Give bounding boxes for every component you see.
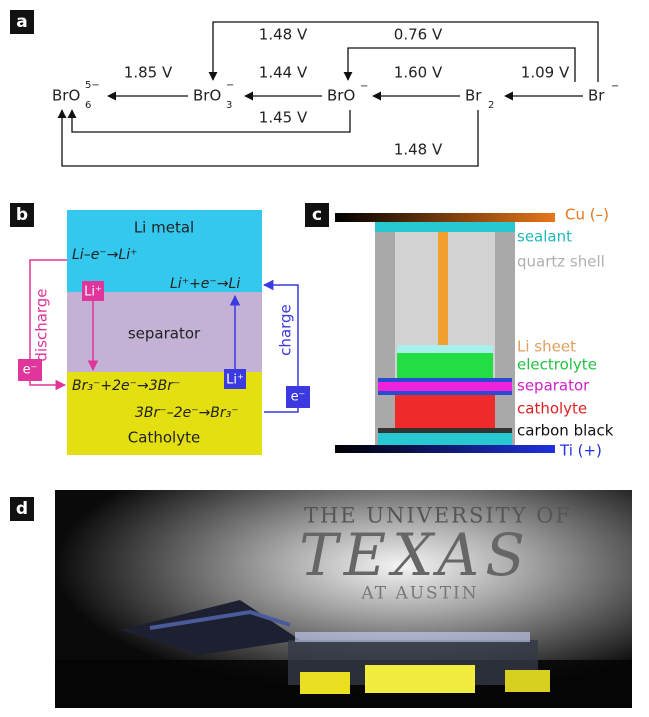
yellow-light [365, 665, 475, 693]
charge-label: charge [277, 304, 295, 356]
layer-label: Catholyte [128, 429, 200, 447]
battery-schematic: Li metal separator Catholyte Li–e⁻→Li⁺ L… [18, 210, 310, 455]
species: BrO [52, 87, 80, 105]
species: Br [465, 87, 482, 105]
potential: 1.48 V [394, 141, 443, 159]
component-label: sealant [517, 228, 572, 246]
electron-label: e⁻ [291, 390, 306, 405]
blue-glow [295, 632, 530, 642]
yellow-light [505, 670, 550, 692]
sealant [375, 222, 515, 232]
potential: 1.45 V [259, 109, 308, 127]
photo: THE UNIVERSITY OF TEXAS AT AUSTIN [55, 490, 632, 708]
potential: 1.48 V [259, 26, 308, 44]
species: Br [588, 87, 605, 105]
li-sheet [397, 345, 493, 353]
reaction: Li–e⁻→Li⁺ [72, 247, 138, 263]
ti-base [335, 445, 555, 453]
ion-label: Li⁺ [84, 285, 102, 300]
latimer-diagram: BrO 5− 6 BrO − 3 BrO − Br 2 Br − 1.85 V … [52, 22, 619, 166]
component-label: Ti (+) [559, 442, 602, 460]
superscript: − [611, 81, 619, 92]
superscript: 5− [85, 80, 100, 91]
cu-cap [335, 213, 555, 222]
yellow-light [300, 672, 350, 694]
band [378, 378, 512, 382]
reaction: Li⁺+e⁻→Li [170, 276, 240, 292]
discharge-label: discharge [33, 288, 51, 361]
component-label: catholyte [517, 400, 587, 418]
component-label: carbon black [517, 422, 614, 440]
arrow [72, 110, 350, 132]
body: a BrO 5− 6 BrO − 3 BrO − Br 2 Br − 1.85 … [0, 0, 649, 717]
carbon-black [378, 428, 512, 433]
cell-schematic: Cu (–) sealant quartz shell Li sheet ele… [335, 206, 614, 460]
superscript: − [360, 81, 368, 92]
panel-label: a [16, 12, 27, 32]
panel-label: b [16, 205, 28, 225]
cu-rod [438, 232, 448, 348]
ion-label: Li⁺ [226, 373, 244, 388]
figure: a BrO 5− 6 BrO − 3 BrO − Br 2 Br − 1.85 … [0, 0, 649, 713]
photo-text: AT AUSTIN [360, 584, 478, 604]
layer-label: Li metal [134, 219, 194, 237]
reaction: 3Br⁻–2e⁻→Br₃⁻ [135, 405, 239, 421]
component-label: Cu (–) [565, 206, 609, 224]
page: {"panel_a": {"label": "a", "species": [{… [0, 0, 649, 717]
species: BrO [193, 87, 221, 105]
electrolyte [397, 353, 493, 378]
panel-label: c [312, 205, 322, 225]
photo-text: TEXAS [299, 521, 531, 589]
band [378, 391, 512, 395]
component-label: electrolyte [517, 356, 597, 374]
component-label: quartz shell [517, 253, 605, 271]
sealant [378, 433, 512, 445]
component-label: Li sheet [517, 338, 576, 356]
panel-label: d [16, 499, 28, 519]
potential: 0.76 V [394, 26, 443, 44]
potential: 1.60 V [394, 64, 443, 82]
subscript: 6 [85, 100, 91, 111]
potential: 1.85 V [124, 64, 173, 82]
separator [378, 382, 512, 391]
subscript: 2 [488, 100, 494, 111]
subscript: 3 [226, 100, 232, 111]
electron-label: e⁻ [23, 363, 38, 378]
component-label: separator [517, 377, 590, 395]
reaction: Br₃⁻+2e⁻→3Br⁻ [72, 378, 180, 394]
catholyte [395, 395, 495, 428]
potential: 1.09 V [521, 64, 570, 82]
layer-label: separator [128, 325, 201, 343]
potential: 1.44 V [259, 64, 308, 82]
superscript: − [226, 80, 234, 91]
species: BrO [327, 87, 355, 105]
